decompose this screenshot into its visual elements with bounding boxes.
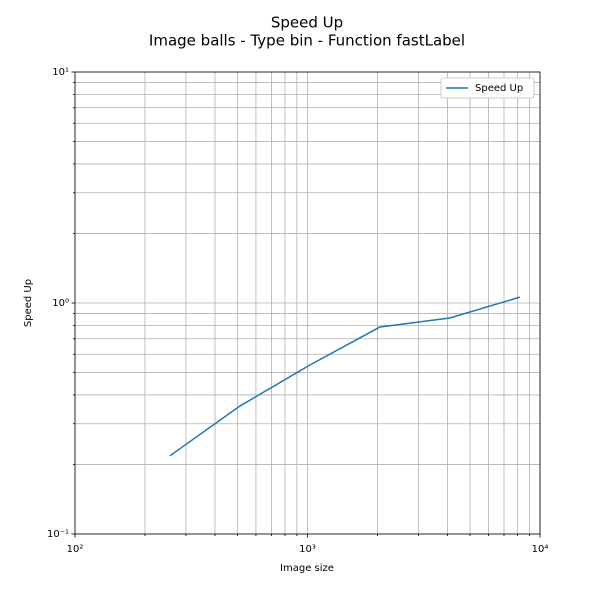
y-tick-label: 10¹ — [52, 67, 69, 78]
x-tick-label: 10² — [67, 544, 84, 555]
y-axis-label: Speed Up — [23, 279, 34, 327]
chart-subtitle: Image balls - Type bin - Function fastLa… — [149, 32, 465, 50]
chart-title: Speed Up — [271, 14, 343, 32]
x-axis-label: Image size — [280, 563, 334, 574]
y-tick-label: 10⁻¹ — [47, 529, 69, 540]
x-tick-label: 10³ — [299, 544, 316, 555]
data-line — [169, 296, 521, 457]
legend-label: Speed Up — [475, 83, 523, 94]
legend-box — [440, 77, 535, 99]
x-tick-label: 10⁴ — [532, 544, 549, 555]
y-tick-label: 10⁰ — [52, 298, 69, 309]
plot-frame — [74, 71, 541, 535]
